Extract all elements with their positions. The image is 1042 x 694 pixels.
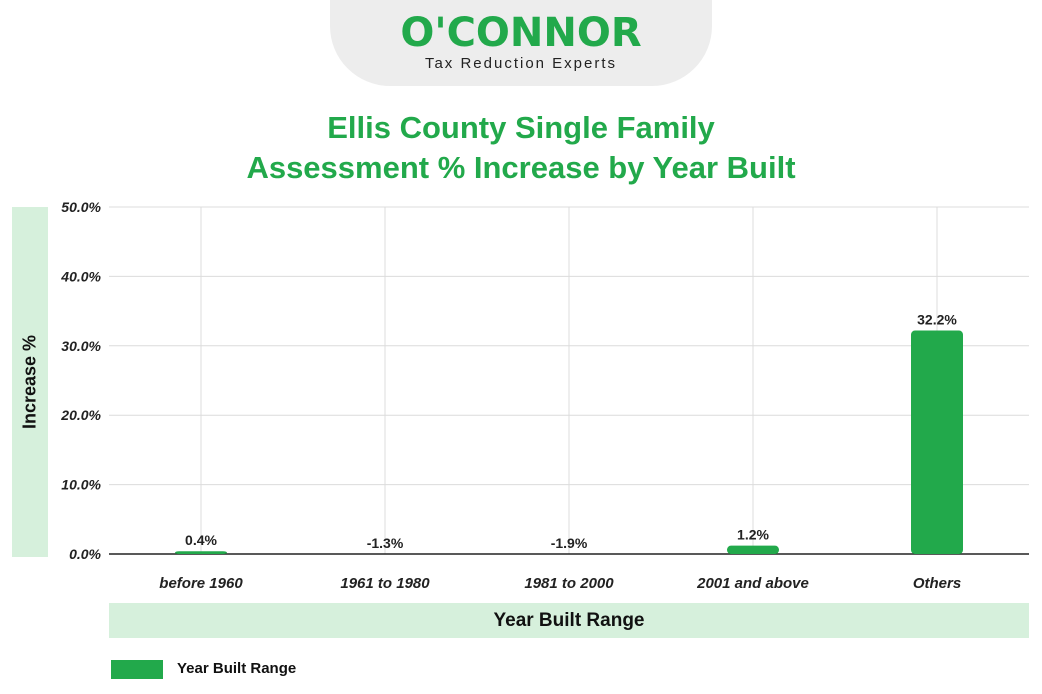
logo-tagline: Tax Reduction Experts xyxy=(424,55,618,72)
x-tick-label: before 1960 xyxy=(159,575,243,592)
logo-wordmark: O'CONNOR xyxy=(400,10,642,56)
y-tick-label: 0.0% xyxy=(69,546,101,562)
data-label: 32.2% xyxy=(917,312,957,328)
x-axis-label-panel: Year Built Range xyxy=(109,603,1029,638)
data-label: -1.9% xyxy=(551,535,588,551)
x-tick-label: 2001 and above xyxy=(696,575,809,592)
bar-4 xyxy=(911,330,963,554)
x-tick-label: 1981 to 2000 xyxy=(524,575,614,592)
data-label: -1.3% xyxy=(367,535,404,551)
data-label: 1.2% xyxy=(737,527,769,543)
y-tick-label: 50.0% xyxy=(61,199,101,215)
bar-3 xyxy=(727,545,779,554)
data-label: 0.4% xyxy=(185,532,217,548)
logo-banner: O'CONNOR Tax Reduction Experts xyxy=(330,0,712,86)
y-axis-label-panel xyxy=(12,207,48,557)
y-tick-label: 30.0% xyxy=(61,338,101,354)
x-tick-label: 1961 to 1980 xyxy=(340,575,430,592)
chart-title-line-2: Assessment % Increase by Year Built xyxy=(246,150,796,185)
y-tick-label: 20.0% xyxy=(60,407,101,423)
x-axis-label: Year Built Range xyxy=(493,609,645,631)
y-tick-label: 10.0% xyxy=(61,477,101,493)
chart-title-line-1: Ellis County Single Family xyxy=(327,110,715,145)
y-tick-label: 40.0% xyxy=(60,268,101,284)
legend-label: Year Built Range xyxy=(177,660,297,677)
x-tick-label: Others xyxy=(913,575,961,592)
bar-0 xyxy=(175,551,227,554)
legend-swatch xyxy=(111,660,163,679)
chart-title: Ellis County Single Family Assessment % … xyxy=(0,108,1042,188)
